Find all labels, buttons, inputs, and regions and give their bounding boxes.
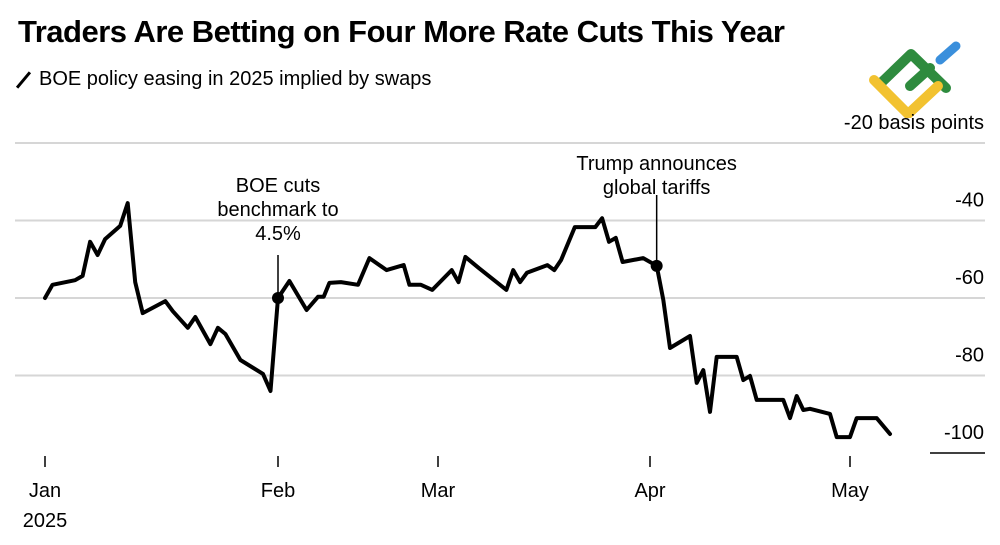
- x-tick-label: Jan: [29, 480, 61, 502]
- y-tick-label: -40: [955, 190, 984, 212]
- green-yellow-blue-logo: [869, 41, 961, 118]
- subtitle-text: BOE policy easing in 2025 implied by swa…: [39, 68, 432, 90]
- y-tick-label: -60: [955, 267, 984, 289]
- x-tick-sublabel: 2025: [23, 510, 68, 532]
- y-tick-label: -20 basis points: [844, 112, 984, 134]
- x-tick-label: Apr: [634, 480, 665, 502]
- annotation-marker: [650, 259, 663, 272]
- chart-subtitle: BOE policy easing in 2025 implied by swa…: [15, 68, 432, 91]
- annotation-text: benchmark to: [217, 199, 338, 221]
- annotation-text: Trump announces: [576, 153, 736, 175]
- y-tick-label: -100: [944, 422, 984, 444]
- annotation-marker: [272, 292, 284, 304]
- x-tick-label: May: [831, 480, 869, 502]
- annotation-text: 4.5%: [255, 223, 301, 245]
- series-line: [43, 201, 892, 440]
- annotation-text: BOE cuts: [236, 175, 320, 197]
- x-tick-label: Feb: [261, 480, 295, 502]
- x-tick-label: Mar: [421, 480, 456, 502]
- chart-title: Traders Are Betting on Four More Rate Cu…: [18, 14, 785, 49]
- annotation-text: global tariffs: [603, 177, 710, 199]
- y-tick-label: -80: [955, 345, 984, 367]
